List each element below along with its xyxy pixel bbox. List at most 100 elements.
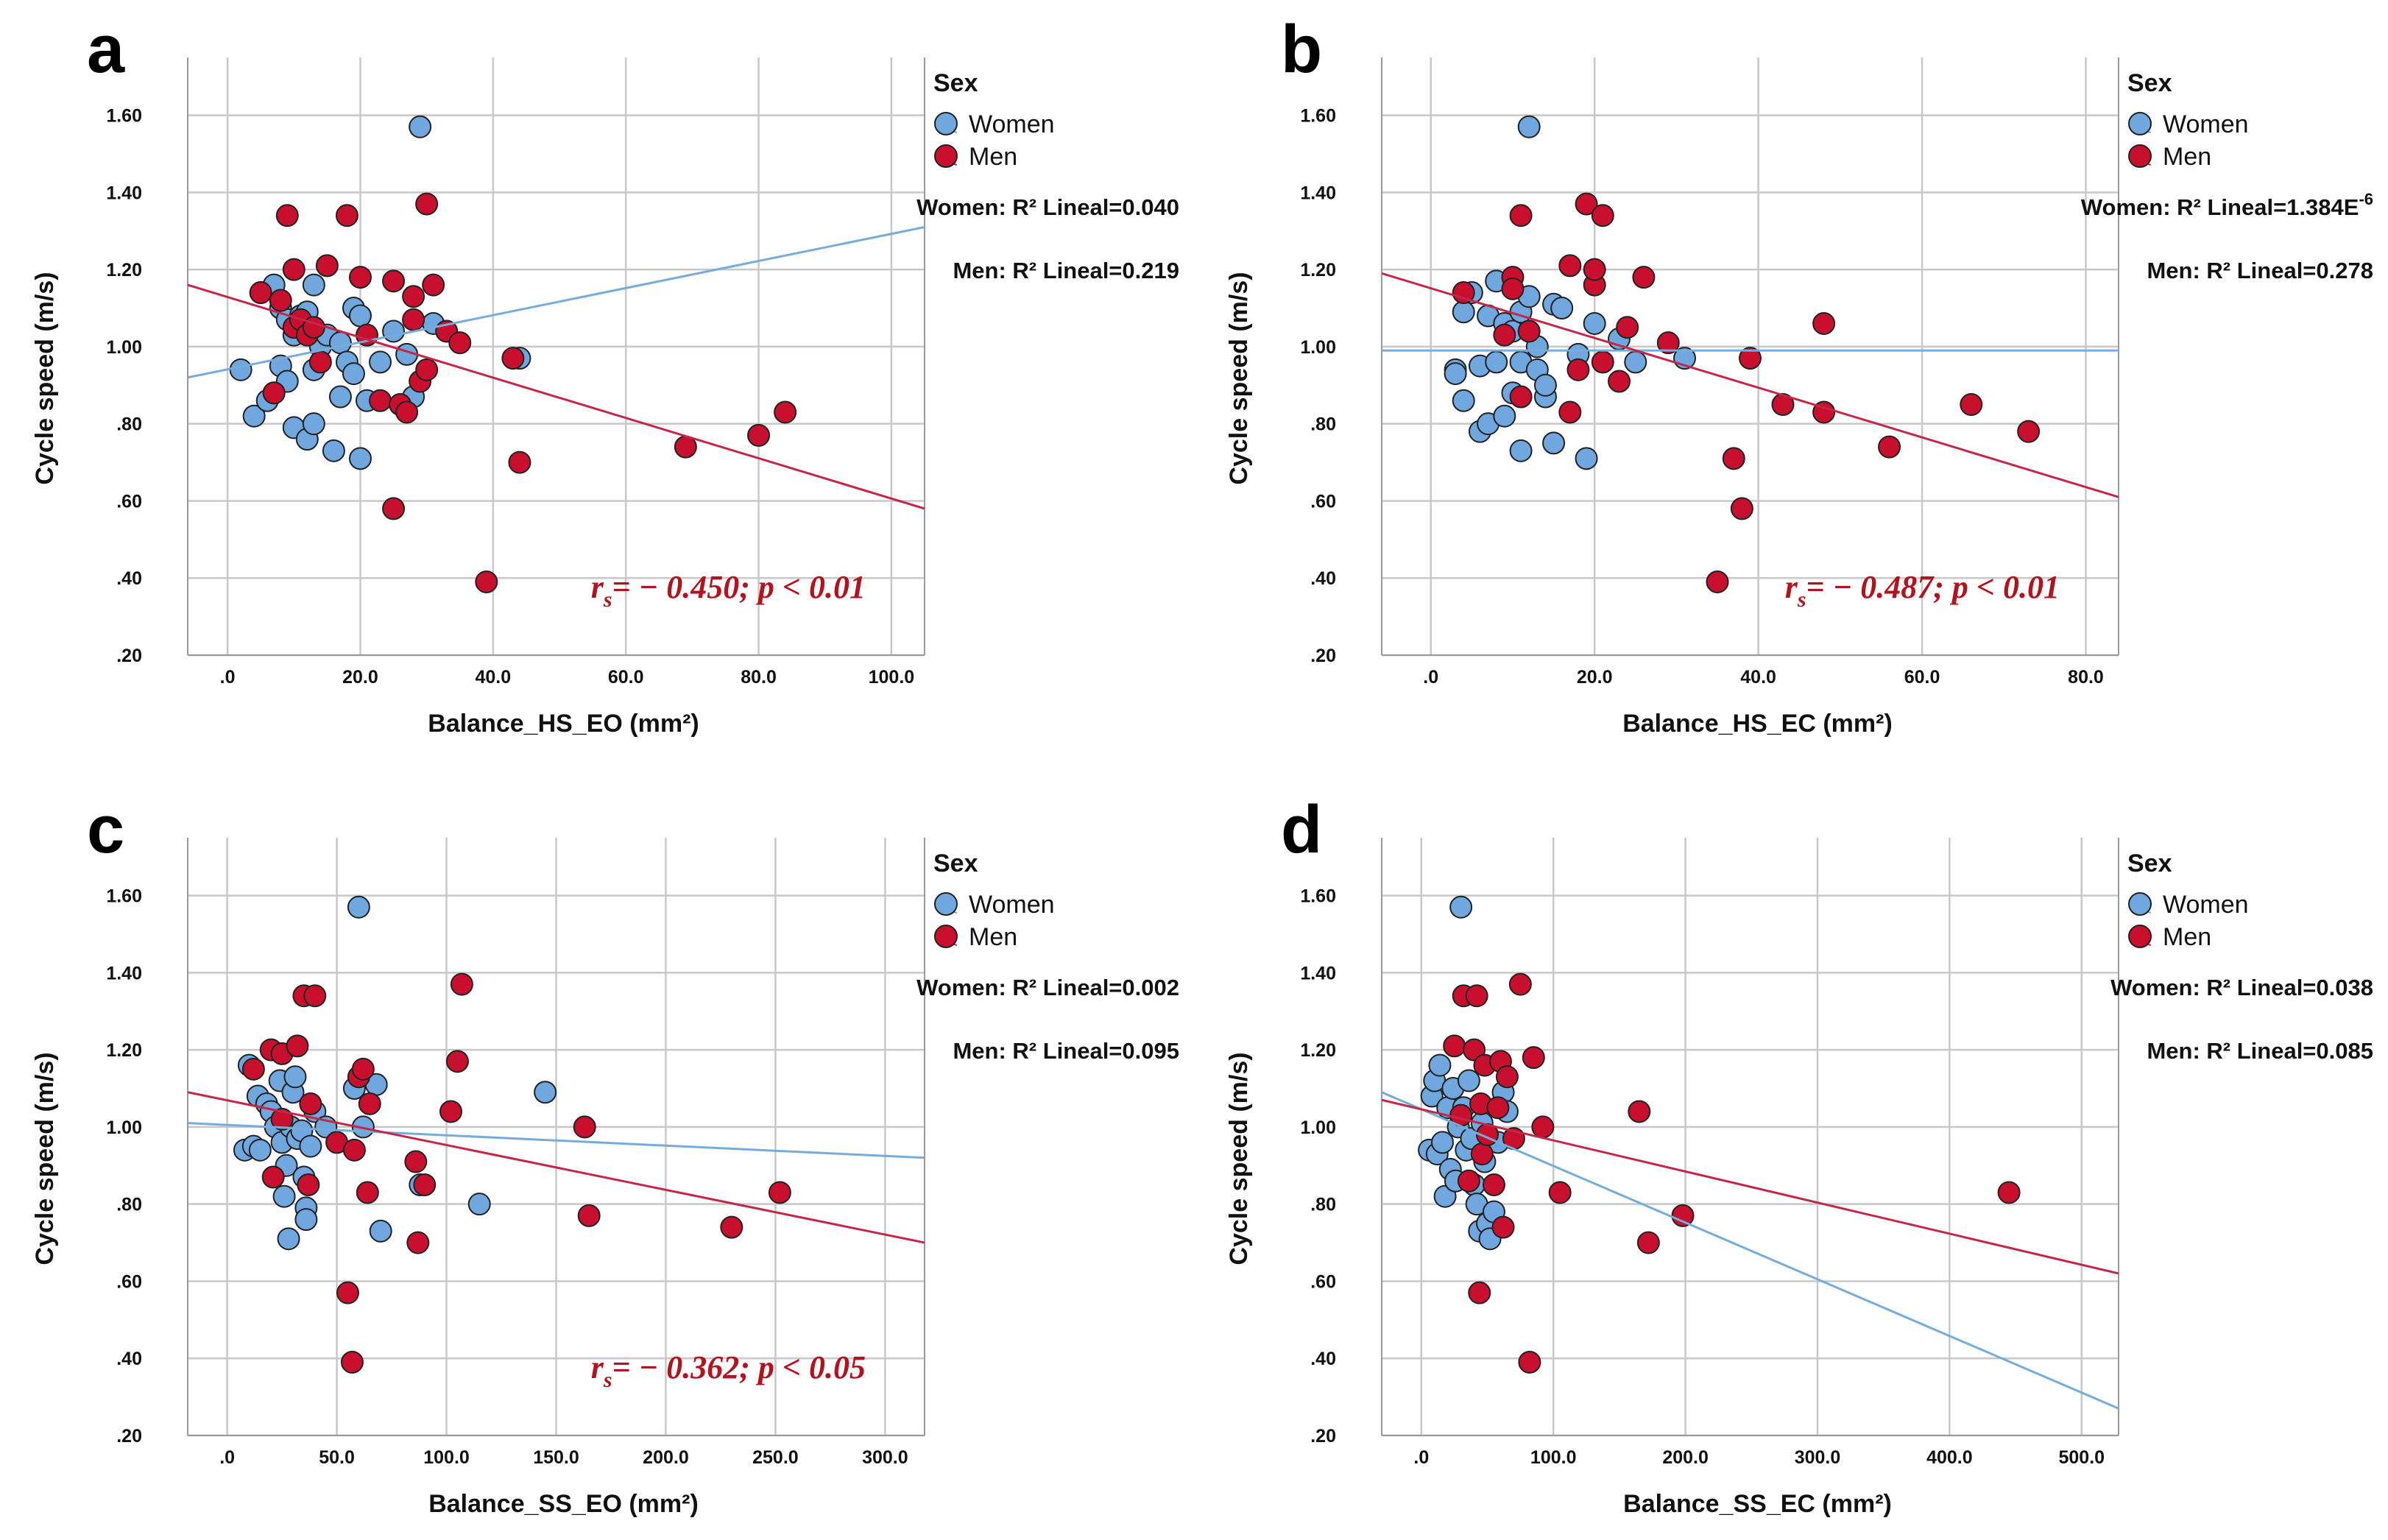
men-point: [406, 1231, 430, 1254]
women-point: [348, 447, 372, 470]
y-tick-label: .80: [116, 414, 142, 435]
men-point: [1482, 1173, 1505, 1196]
women-point: [1517, 115, 1541, 138]
women-point: [1550, 297, 1574, 320]
women-point: [302, 412, 325, 436]
women-point: [369, 1219, 392, 1243]
women-point: [283, 1065, 307, 1089]
men-point: [297, 1173, 320, 1196]
panel-c: c .0 50.0 100.0 150.0 200.0 250.0 300.0 .20 .40 .6…: [31, 792, 1179, 1518]
men-point: [422, 273, 445, 297]
men-point: [402, 285, 425, 308]
panel-a: a .0 20.0 40.0 60.0 80.0 100.0 .20 .40 .60 .80 1.00…: [31, 12, 1179, 738]
men-point: [356, 1181, 379, 1204]
men-point: [1706, 570, 1729, 593]
men-point: [335, 204, 358, 227]
y-tick-label: .20: [1310, 1426, 1336, 1447]
y-axis-title: Cycle speed (m/s): [31, 272, 59, 484]
correlation-stat: rs= − 0.487; p < 0.01: [1785, 569, 2060, 612]
y-tick-label: .80: [116, 1195, 142, 1215]
x-tick-label: 300.0: [1795, 1447, 1841, 1468]
y-tick-label: 1.40: [106, 963, 142, 983]
men-point: [720, 1215, 743, 1239]
legend-men-marker: [934, 144, 958, 168]
y-tick-label: 1.20: [1300, 1040, 1336, 1061]
women-fit-line: [188, 1122, 925, 1159]
x-tick-label: 80.0: [2068, 667, 2104, 688]
men-point: [1509, 385, 1533, 409]
stat-subscript: s: [603, 1368, 612, 1392]
y-tick-label: .60: [1310, 491, 1336, 512]
men-point: [1878, 435, 1901, 459]
correlation-stat: rs= − 0.450; p < 0.01: [591, 569, 866, 612]
r2-women-label: Women: R² Lineal=0.002: [916, 975, 1179, 1000]
men-point: [1452, 281, 1475, 305]
y-tick-label: .60: [116, 1271, 142, 1292]
men-point: [448, 331, 472, 355]
women-point: [409, 115, 432, 138]
men-point: [270, 1107, 294, 1131]
men-point: [415, 358, 439, 381]
men-point: [395, 400, 419, 424]
x-tick-label: 200.0: [1662, 1447, 1709, 1468]
panel-letter: c: [87, 792, 124, 867]
men-point: [1495, 1065, 1519, 1089]
men-point: [315, 254, 339, 278]
men-fit-line: [1382, 1098, 2119, 1275]
x-axis-title: Balance_HS_EC (mm²): [1622, 710, 1893, 738]
y-tick-label: 1.00: [1300, 1117, 1336, 1138]
men-point: [1558, 400, 1582, 424]
men-point: [1997, 1181, 2021, 1204]
r2-men-label: Men: R² Lineal=0.219: [953, 258, 1179, 283]
men-point: [1491, 1215, 1515, 1239]
women-point: [467, 1193, 491, 1216]
y-tick-label: 1.00: [1300, 337, 1336, 358]
y-tick-label: 1.60: [106, 886, 142, 907]
women-point: [347, 895, 370, 919]
men-point: [1632, 266, 1656, 289]
women-point: [1533, 373, 1557, 397]
men-point: [1960, 392, 1983, 416]
x-tick-label: .0: [219, 1447, 235, 1468]
x-tick-label: .0: [1413, 1447, 1429, 1468]
men-point: [1558, 254, 1582, 278]
y-tick-label: 1.00: [106, 1117, 142, 1138]
men-point: [1468, 1281, 1491, 1304]
men-point: [1730, 497, 1753, 520]
women-point: [1452, 389, 1475, 412]
men-point: [501, 347, 525, 370]
y-tick-label: .20: [1310, 646, 1336, 666]
men-fit-line: [1382, 272, 2119, 498]
men-point: [249, 281, 272, 305]
r2-men-label: Men: R² Lineal=0.095: [953, 1038, 1179, 1064]
men-point: [1636, 1231, 1660, 1254]
women-point: [1493, 404, 1516, 428]
y-tick-label: 1.00: [106, 337, 142, 358]
plot-area: [188, 115, 925, 593]
y-tick-label: 1.20: [106, 260, 142, 280]
men-point: [1518, 1350, 1541, 1374]
men-point: [262, 381, 286, 405]
men-point: [358, 1092, 381, 1115]
women-point: [1575, 447, 1598, 470]
men-point: [282, 258, 305, 281]
r2-women-label: Women: R² Lineal=0.040: [916, 194, 1179, 220]
y-tick-label: 1.60: [1300, 886, 1336, 907]
women-point: [342, 362, 365, 386]
men-point: [1509, 204, 1533, 227]
x-tick-label: 80.0: [741, 667, 777, 688]
men-point: [1739, 347, 1762, 370]
men-point: [1628, 1100, 1651, 1123]
women-point: [348, 304, 372, 328]
y-tick-label: 1.40: [1300, 183, 1336, 203]
men-point: [1493, 323, 1516, 347]
stat-r: r: [591, 569, 604, 605]
women-point: [322, 439, 345, 462]
men-point: [402, 308, 425, 331]
y-tick-label: .80: [1310, 414, 1336, 435]
stat-rest: = − 0.450; p < 0.01: [612, 569, 866, 605]
y-tick-label: .20: [116, 646, 142, 666]
men-point: [303, 984, 327, 1008]
r2-men-label: Men: R² Lineal=0.085: [2147, 1038, 2373, 1064]
y-tick-label: .60: [1310, 1271, 1336, 1292]
